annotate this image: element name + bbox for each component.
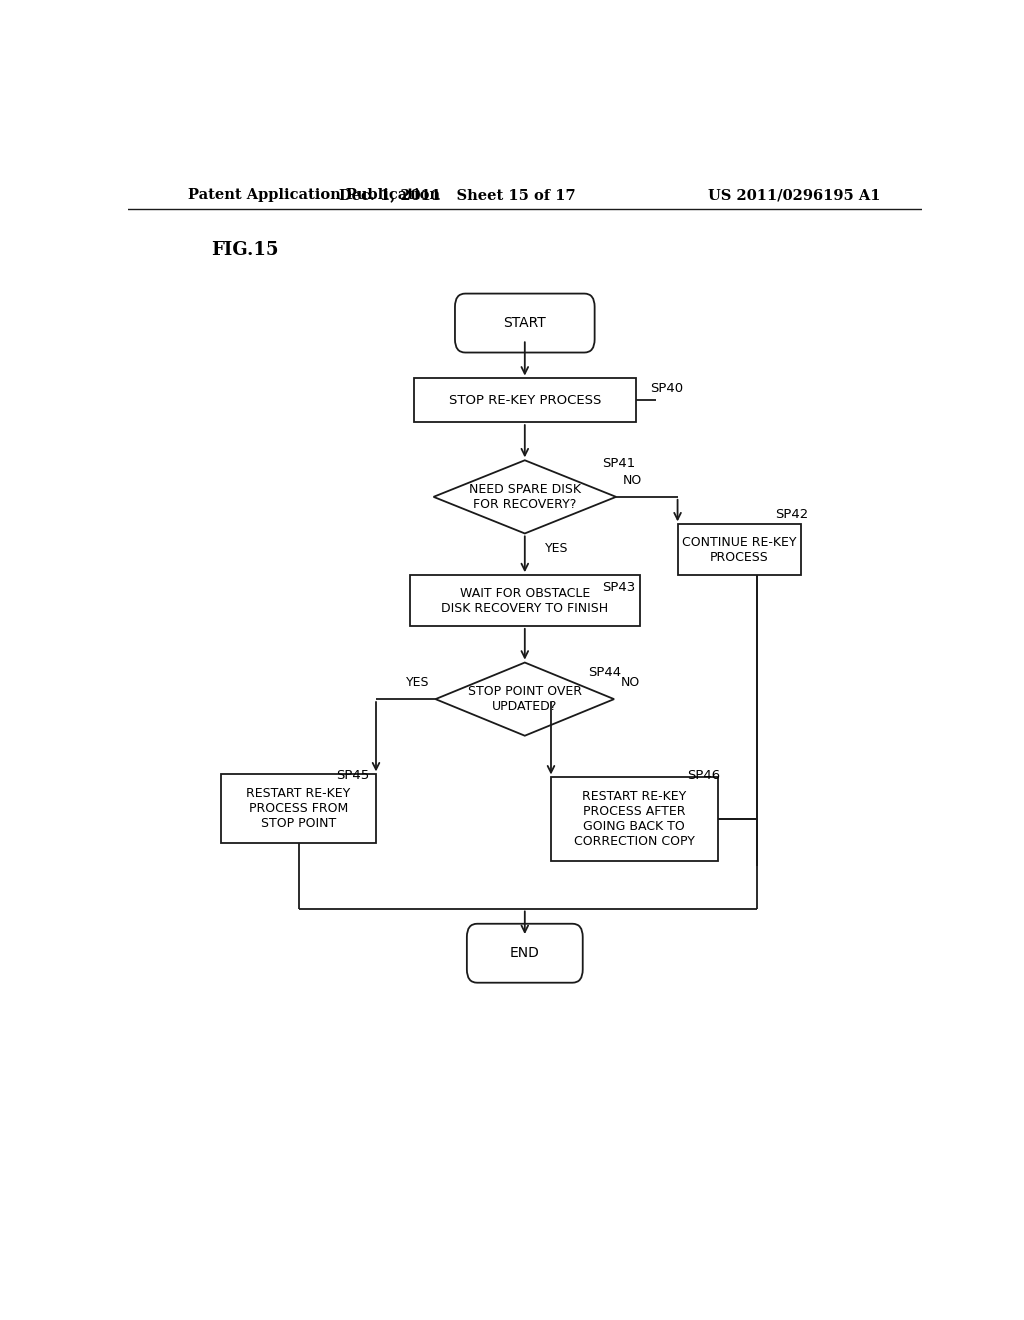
Text: NO: NO [621, 676, 640, 689]
Text: Dec. 1, 2011   Sheet 15 of 17: Dec. 1, 2011 Sheet 15 of 17 [339, 189, 575, 202]
Text: RESTART RE-KEY
PROCESS FROM
STOP POINT: RESTART RE-KEY PROCESS FROM STOP POINT [247, 788, 351, 830]
Text: Patent Application Publication: Patent Application Publication [187, 189, 439, 202]
Text: STOP RE-KEY PROCESS: STOP RE-KEY PROCESS [449, 393, 601, 407]
Text: SP45: SP45 [336, 768, 370, 781]
Text: NO: NO [623, 474, 642, 487]
Text: RESTART RE-KEY
PROCESS AFTER
GOING BACK TO
CORRECTION COPY: RESTART RE-KEY PROCESS AFTER GOING BACK … [573, 791, 694, 847]
FancyBboxPatch shape [467, 924, 583, 982]
Text: FIG.15: FIG.15 [211, 240, 279, 259]
Text: SP40: SP40 [650, 381, 683, 395]
Text: SP42: SP42 [775, 508, 808, 520]
Text: YES: YES [545, 541, 568, 554]
Bar [410, 576, 640, 626]
Text: WAIT FOR OBSTACLE
DISK RECOVERY TO FINISH: WAIT FOR OBSTACLE DISK RECOVERY TO FINIS… [441, 586, 608, 615]
Text: SP44: SP44 [588, 667, 622, 680]
Text: END: END [510, 946, 540, 960]
Text: YES: YES [406, 676, 429, 689]
Bar [414, 379, 636, 422]
Polygon shape [433, 461, 616, 533]
Text: US 2011/0296195 A1: US 2011/0296195 A1 [709, 189, 881, 202]
Text: STOP POINT OVER
UPDATED?: STOP POINT OVER UPDATED? [468, 685, 582, 713]
Text: SP43: SP43 [602, 581, 635, 594]
Bar [551, 777, 718, 861]
Polygon shape [435, 663, 614, 735]
Bar [221, 775, 376, 843]
Text: SP46: SP46 [687, 768, 721, 781]
FancyBboxPatch shape [455, 293, 595, 352]
Bar [678, 524, 801, 576]
Text: START: START [504, 315, 546, 330]
Text: CONTINUE RE-KEY
PROCESS: CONTINUE RE-KEY PROCESS [682, 536, 797, 564]
Text: SP41: SP41 [602, 457, 636, 470]
Text: NEED SPARE DISK
FOR RECOVERY?: NEED SPARE DISK FOR RECOVERY? [469, 483, 581, 511]
